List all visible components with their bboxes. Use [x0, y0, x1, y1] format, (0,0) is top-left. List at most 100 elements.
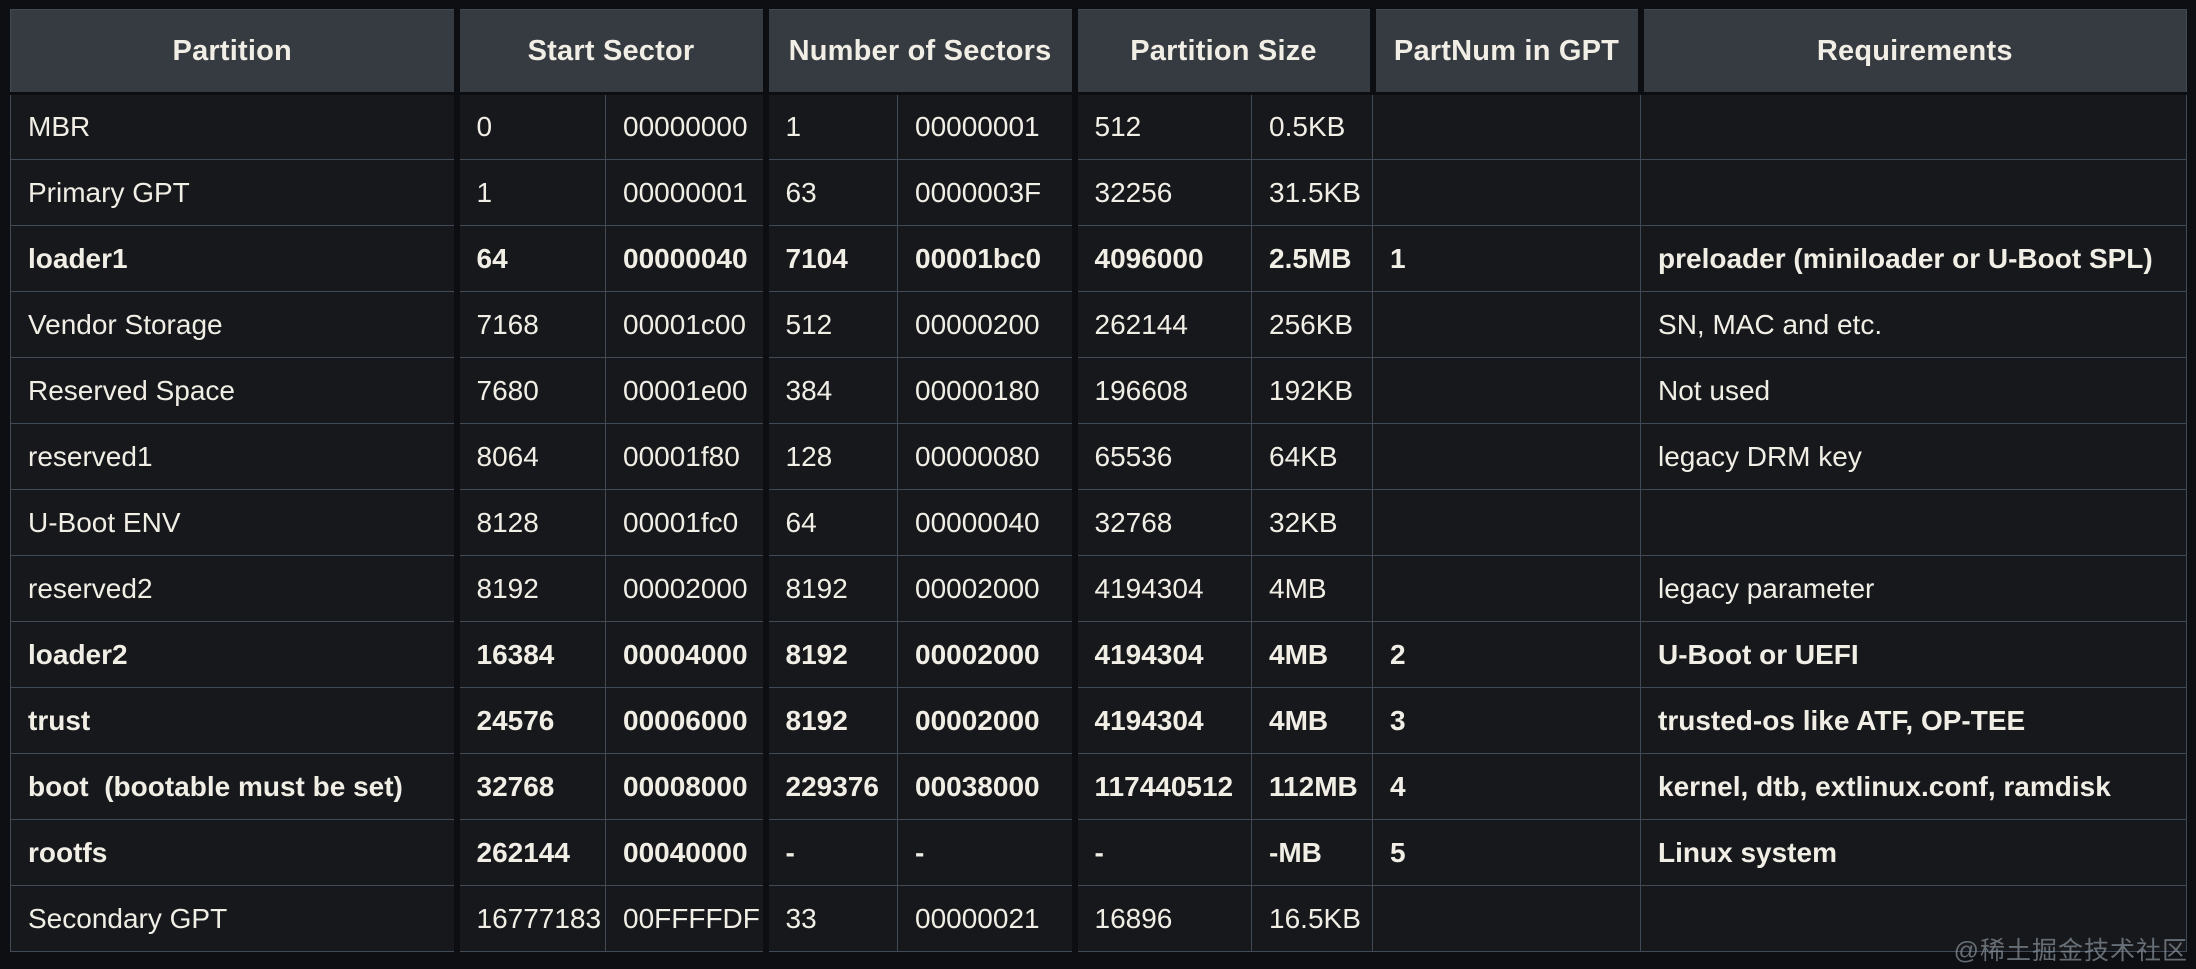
cell-size-human: -MB — [1251, 819, 1374, 886]
table-row: boot (bootable must be set) 32768 00008000… — [10, 753, 2188, 820]
cell-start-sector-hex: 00001fc0 — [604, 489, 767, 556]
cell-size-human: 256KB — [1251, 291, 1374, 358]
cell-start-sector-hex: 00004000 — [604, 621, 767, 688]
cell-num-sectors-hex: 00002000 — [897, 621, 1076, 688]
cell-size-bytes: 4194304 — [1071, 555, 1253, 622]
cell-num-sectors-dec: 8192 — [762, 621, 899, 688]
cell-partition: U-Boot ENV — [10, 489, 457, 556]
cell-partition: Primary GPT — [10, 159, 457, 226]
cell-start-sector-hex: 00040000 — [604, 819, 767, 886]
cell-requirements: SN, MAC and etc. — [1640, 291, 2188, 358]
cell-partnum-gpt — [1372, 489, 1642, 556]
cell-size-bytes: 262144 — [1071, 291, 1253, 358]
cell-partnum-gpt: 5 — [1372, 819, 1642, 886]
cell-start-sector-dec: 7680 — [453, 357, 606, 424]
cell-partnum-gpt: 1 — [1372, 225, 1642, 292]
cell-start-sector-hex: 00001c00 — [604, 291, 767, 358]
cell-size-bytes: - — [1071, 819, 1253, 886]
table-row: rootfs 262144 00040000- - - -MB 5 Linux system — [10, 819, 2188, 886]
cell-start-sector-dec: 8192 — [453, 555, 606, 622]
cell-num-sectors-dec: 384 — [762, 357, 899, 424]
cell-num-sectors-hex: 00000180 — [897, 357, 1076, 424]
cell-num-sectors-dec: - — [762, 819, 899, 886]
cell-size-human: 0.5KB — [1251, 93, 1374, 160]
table-row: trust 24576 00006000 8192 00002000 4194304 4MB… — [10, 687, 2188, 754]
cell-num-sectors-dec: 8192 — [762, 687, 899, 754]
cell-partnum-gpt — [1372, 291, 1642, 358]
table-row: Reserved Space 7680 00001e00 384 00000180 196… — [10, 357, 2188, 424]
cell-requirements — [1640, 489, 2188, 556]
table-row: Vendor Storage 7168 00001c00 512 00000200 262… — [10, 291, 2188, 358]
cell-size-bytes: 32256 — [1071, 159, 1253, 226]
cell-num-sectors-dec: 8192 — [762, 555, 899, 622]
partition-table: Partition Start Sector Number of Sectors… — [10, 9, 2188, 952]
cell-partition: loader2 — [10, 621, 457, 688]
cell-size-bytes: 16896 — [1071, 885, 1253, 952]
cell-partnum-gpt: 2 — [1372, 621, 1642, 688]
cell-size-bytes: 32768 — [1071, 489, 1253, 556]
cell-partition: boot (bootable must be set) — [10, 753, 457, 820]
cell-start-sector-dec: 8064 — [453, 423, 606, 490]
cell-size-bytes: 4194304 — [1071, 621, 1253, 688]
cell-size-human: 112MB — [1251, 753, 1374, 820]
cell-num-sectors-hex: 00001bc0 — [897, 225, 1076, 292]
cell-requirements: Not used — [1640, 357, 2188, 424]
cell-num-sectors-hex: 00038000 — [897, 753, 1076, 820]
cell-requirements: trusted-os like ATF, OP-TEE — [1640, 687, 2188, 754]
cell-start-sector-dec: 7168 — [453, 291, 606, 358]
cell-num-sectors-dec: 64 — [762, 489, 899, 556]
cell-requirements: legacy parameter — [1640, 555, 2188, 622]
cell-partnum-gpt — [1372, 423, 1642, 490]
cell-num-sectors-dec: 7104 — [762, 225, 899, 292]
cell-start-sector-dec: 8128 — [453, 489, 606, 556]
cell-num-sectors-dec: 128 — [762, 423, 899, 490]
cell-num-sectors-hex: 00002000 — [897, 687, 1076, 754]
col-header-start-sector: Start Sector — [453, 9, 767, 95]
cell-size-bytes: 117440512 — [1071, 753, 1253, 820]
cell-start-sector-hex: 00006000 — [604, 687, 767, 754]
cell-size-human: 32KB — [1251, 489, 1374, 556]
cell-num-sectors-hex: 00000001 — [897, 93, 1076, 160]
cell-num-sectors-dec: 1 — [762, 93, 899, 160]
cell-partnum-gpt — [1372, 885, 1642, 952]
cell-num-sectors-hex: 00000040 — [897, 489, 1076, 556]
cell-num-sectors-hex: 00000021 — [897, 885, 1076, 952]
cell-size-human: 16.5KB — [1251, 885, 1374, 952]
cell-start-sector-dec: 24576 — [453, 687, 606, 754]
cell-partition: rootfs — [10, 819, 457, 886]
cell-num-sectors-hex: 00000080 — [897, 423, 1076, 490]
cell-requirements: U-Boot or UEFI — [1640, 621, 2188, 688]
table-row: loader1 64 00000040 7104 00001bc0 4096000 2.5M… — [10, 225, 2188, 292]
cell-partition: trust — [10, 687, 457, 754]
cell-requirements: preloader (miniloader or U-Boot SPL) — [1640, 225, 2188, 292]
cell-partnum-gpt — [1372, 93, 1642, 160]
table-row: Primary GPT 1 00000001 63 0000003F 32256 31.5K… — [10, 159, 2188, 226]
cell-requirements: kernel, dtb, extlinux.conf, ramdisk — [1640, 753, 2188, 820]
cell-requirements: Linux system — [1640, 819, 2188, 886]
cell-size-human: 192KB — [1251, 357, 1374, 424]
cell-num-sectors-hex: 00002000 — [897, 555, 1076, 622]
cell-num-sectors-dec: 33 — [762, 885, 899, 952]
cell-start-sector-dec: 1 — [453, 159, 606, 226]
cell-partnum-gpt — [1372, 357, 1642, 424]
table-row: Secondary GPT 16777183 00FFFFDF 33 00000021 1… — [10, 885, 2188, 952]
cell-partnum-gpt — [1372, 159, 1642, 226]
cell-start-sector-hex: 00000001 — [604, 159, 767, 226]
table-row: U-Boot ENV 8128 00001fc0 64 00000040 32768 32K… — [10, 489, 2188, 556]
cell-requirements: legacy DRM key — [1640, 423, 2188, 490]
cell-start-sector-dec: 0 — [453, 93, 606, 160]
cell-num-sectors-dec: 63 — [762, 159, 899, 226]
table-row: MBR 0 00000000 1 00000001 512 0.5KB — [10, 93, 2188, 160]
col-header-partition-size: Partition Size — [1071, 9, 1374, 95]
col-header-partition: Partition — [10, 9, 457, 95]
cell-num-sectors-hex: - — [897, 819, 1076, 886]
cell-partnum-gpt: 3 — [1372, 687, 1642, 754]
cell-size-bytes: 512 — [1071, 93, 1253, 160]
cell-partition: MBR — [10, 93, 457, 160]
header-row: Partition Start Sector Number of Sectors… — [10, 9, 2188, 95]
cell-start-sector-hex: 00008000 — [604, 753, 767, 820]
cell-start-sector-dec: 16384 — [453, 621, 606, 688]
cell-requirements — [1640, 159, 2188, 226]
cell-partition: reserved1 — [10, 423, 457, 490]
cell-requirements — [1640, 885, 2188, 952]
